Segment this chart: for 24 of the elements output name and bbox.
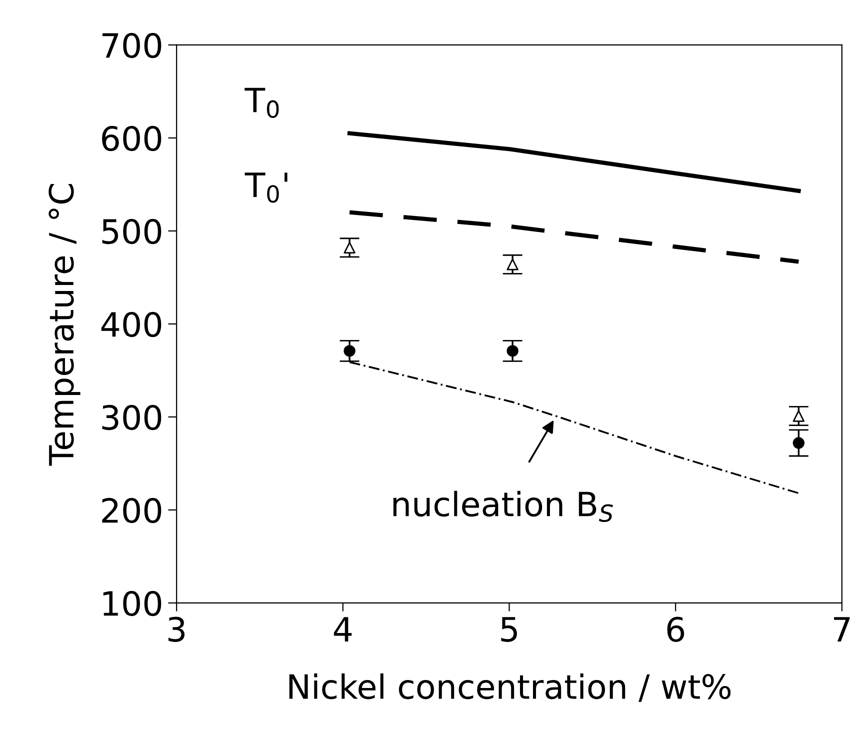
y-tick-label: 700 [102, 32, 162, 58]
y-axis-title: Temperature / °C [48, 184, 80, 466]
point [792, 437, 805, 449]
y-tick-label: 600 [102, 126, 162, 152]
point [344, 345, 356, 357]
x-tick-label: 4 [334, 617, 352, 642]
line-series [347, 131, 801, 194]
x-tick-label: 3 [168, 616, 185, 642]
annotation: T$_{0}$' [244, 172, 288, 203]
y-tick-label: 200 [102, 498, 162, 524]
point [506, 258, 518, 270]
y-tick-label: 300 [102, 404, 162, 430]
x-tick-label: 6 [667, 616, 684, 642]
annotation: nucleation B$_{S}$ [393, 490, 613, 522]
x-tick-label: 5 [501, 617, 517, 642]
point [506, 345, 518, 357]
x-tick-label: 7 [834, 617, 850, 642]
y-tick-label: 500 [102, 218, 162, 244]
point [344, 242, 356, 254]
annotation: T$_{0}$ [244, 88, 279, 118]
y-tick-label: 100 [103, 590, 162, 616]
x-axis-title: Nickel concentration / wt% [289, 673, 731, 702]
point [792, 410, 805, 422]
y-tick-label: 400 [101, 312, 162, 338]
